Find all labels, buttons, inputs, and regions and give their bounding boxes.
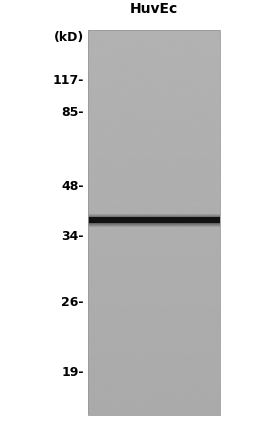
Bar — [88, 221, 220, 223]
Bar — [88, 223, 220, 224]
Text: 85-: 85- — [61, 106, 84, 118]
Bar — [88, 220, 220, 221]
Bar — [88, 226, 220, 227]
Text: 34-: 34- — [61, 230, 84, 244]
Bar — [88, 224, 220, 226]
Text: 26-: 26- — [61, 296, 84, 308]
Bar — [88, 218, 220, 220]
Text: 48-: 48- — [61, 179, 84, 193]
Bar — [88, 217, 220, 218]
Text: HuvEc: HuvEc — [130, 2, 178, 16]
Text: 19-: 19- — [61, 366, 84, 378]
Bar — [88, 30, 220, 415]
Bar — [88, 214, 220, 215]
Bar — [88, 217, 220, 223]
Text: 117-: 117- — [53, 73, 84, 87]
Bar — [88, 215, 220, 217]
Text: (kD): (kD) — [54, 31, 84, 45]
